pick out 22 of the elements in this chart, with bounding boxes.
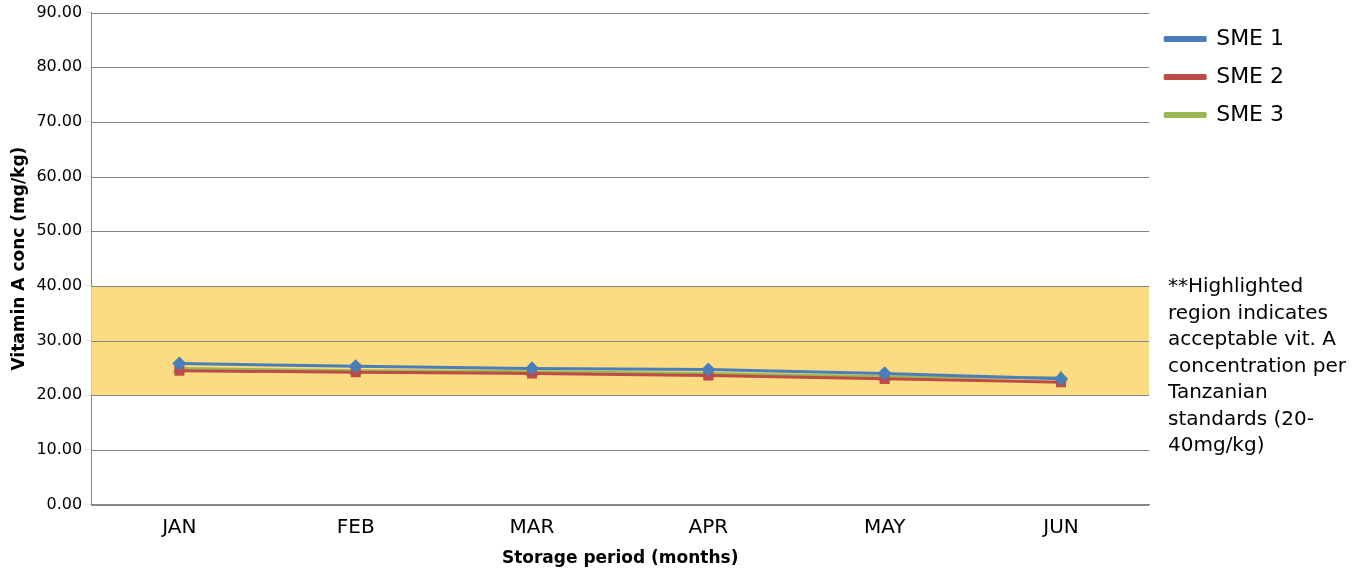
y-tick-label: 30.00: [36, 329, 83, 349]
y-tick-label: 50.00: [36, 220, 83, 240]
legend-label: SME 3: [1216, 100, 1285, 126]
legend-label: SME 2: [1216, 62, 1285, 88]
y-tick-label: 80.00: [36, 56, 83, 76]
y-tick-label: 40.00: [36, 275, 83, 295]
text: **Highlighted region indicates acceptable vit. A concentration per Tanzanian standards (20-40mg/kg): [1168, 272, 1348, 458]
y-tick-label: 10.00: [36, 439, 83, 459]
y-tick-label: 60.00: [36, 165, 83, 185]
y-tick-label: 90.00: [36, 1, 83, 21]
x-tick-label: MAR: [509, 513, 555, 538]
x-tick-label: APR: [688, 513, 729, 538]
x-tick-label: FEB: [336, 513, 375, 538]
x-tick-label: MAY: [863, 513, 907, 538]
y-tick-label: 70.00: [36, 111, 83, 131]
y-axis-title: Vitamin A conc (mg/kg): [7, 146, 28, 371]
x-tick-label: JUN: [1041, 513, 1079, 538]
x-tick-label: JAN: [160, 513, 197, 538]
y-tick-label: 0.00: [46, 493, 83, 513]
y-tick-label: 20.00: [36, 384, 83, 404]
legend-label: SME 1: [1216, 24, 1285, 50]
x-axis-title: Storage period (months): [501, 547, 739, 568]
